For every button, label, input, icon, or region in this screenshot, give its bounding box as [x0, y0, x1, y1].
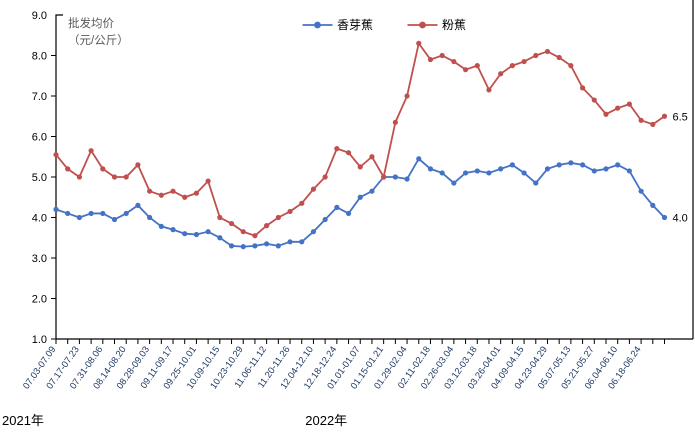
svg-text:6.0: 6.0 [32, 132, 47, 144]
svg-text:5.0: 5.0 [32, 172, 47, 184]
svg-text:2.0: 2.0 [32, 294, 47, 306]
svg-text:3.0: 3.0 [32, 253, 47, 265]
svg-text:（元/公斤）: （元/公斤） [68, 34, 129, 47]
svg-text:8.0: 8.0 [32, 51, 47, 63]
svg-text:批发均价: 批发均价 [68, 16, 114, 30]
svg-text:2021年: 2021年 [2, 413, 44, 428]
svg-text:4.0: 4.0 [673, 213, 688, 225]
svg-text:9.0: 9.0 [32, 10, 47, 22]
svg-text:粉蕉: 粉蕉 [442, 18, 466, 32]
svg-text:7.0: 7.0 [32, 91, 47, 103]
svg-text:1.0: 1.0 [32, 334, 47, 346]
svg-text:4.0: 4.0 [32, 213, 47, 225]
svg-text:2022年: 2022年 [305, 413, 347, 428]
svg-text:6.5: 6.5 [673, 111, 688, 123]
svg-text:香芽蕉: 香芽蕉 [337, 18, 373, 32]
